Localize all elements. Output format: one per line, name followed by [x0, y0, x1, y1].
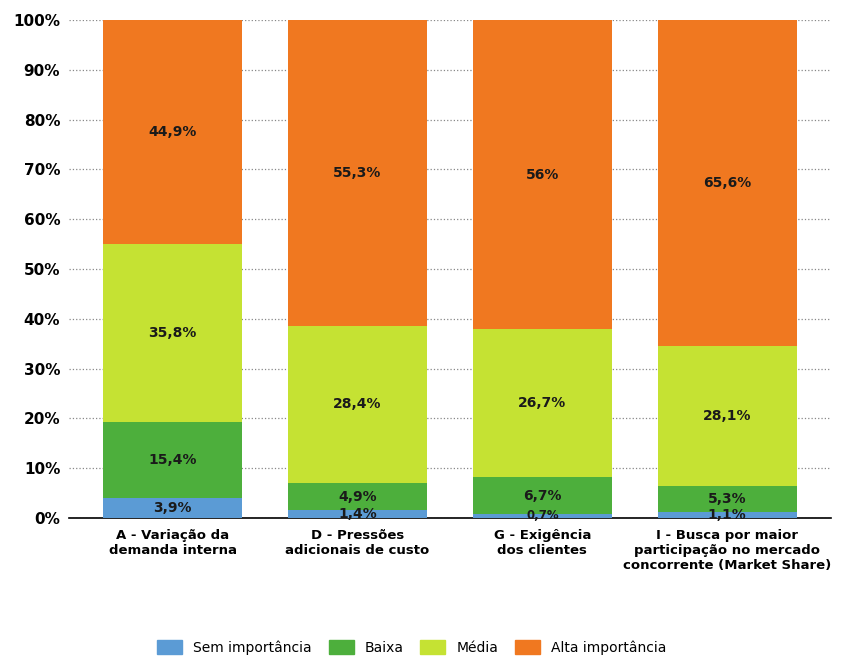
Text: 3,9%: 3,9%: [153, 501, 192, 515]
Bar: [473, 514, 612, 518]
Bar: [288, 326, 427, 483]
Bar: [658, 20, 797, 347]
Text: 28,4%: 28,4%: [333, 398, 381, 412]
Bar: [288, 483, 427, 510]
Bar: [103, 244, 242, 422]
Bar: [288, 510, 427, 518]
Bar: [473, 20, 612, 329]
Text: 26,7%: 26,7%: [518, 396, 566, 410]
Text: 1,1%: 1,1%: [708, 508, 746, 522]
Text: 4,9%: 4,9%: [339, 489, 377, 503]
Text: 35,8%: 35,8%: [148, 325, 197, 340]
Bar: [103, 20, 242, 244]
Text: 56%: 56%: [525, 168, 559, 182]
Bar: [658, 513, 797, 518]
Text: 44,9%: 44,9%: [148, 125, 197, 139]
Text: 28,1%: 28,1%: [703, 409, 752, 423]
Legend: Sem importância, Baixa, Média, Alta importância: Sem importância, Baixa, Média, Alta impo…: [152, 634, 672, 660]
Bar: [658, 347, 797, 486]
Text: 55,3%: 55,3%: [333, 166, 381, 180]
Bar: [658, 486, 797, 513]
Bar: [473, 477, 612, 514]
Text: 5,3%: 5,3%: [708, 492, 746, 506]
Text: 15,4%: 15,4%: [148, 453, 197, 467]
Text: 65,6%: 65,6%: [703, 176, 752, 190]
Text: 0,7%: 0,7%: [526, 509, 559, 523]
Text: 6,7%: 6,7%: [523, 489, 561, 503]
Bar: [473, 329, 612, 477]
Bar: [288, 20, 427, 326]
Text: 1,4%: 1,4%: [339, 507, 377, 521]
Bar: [103, 422, 242, 499]
Bar: [103, 499, 242, 518]
